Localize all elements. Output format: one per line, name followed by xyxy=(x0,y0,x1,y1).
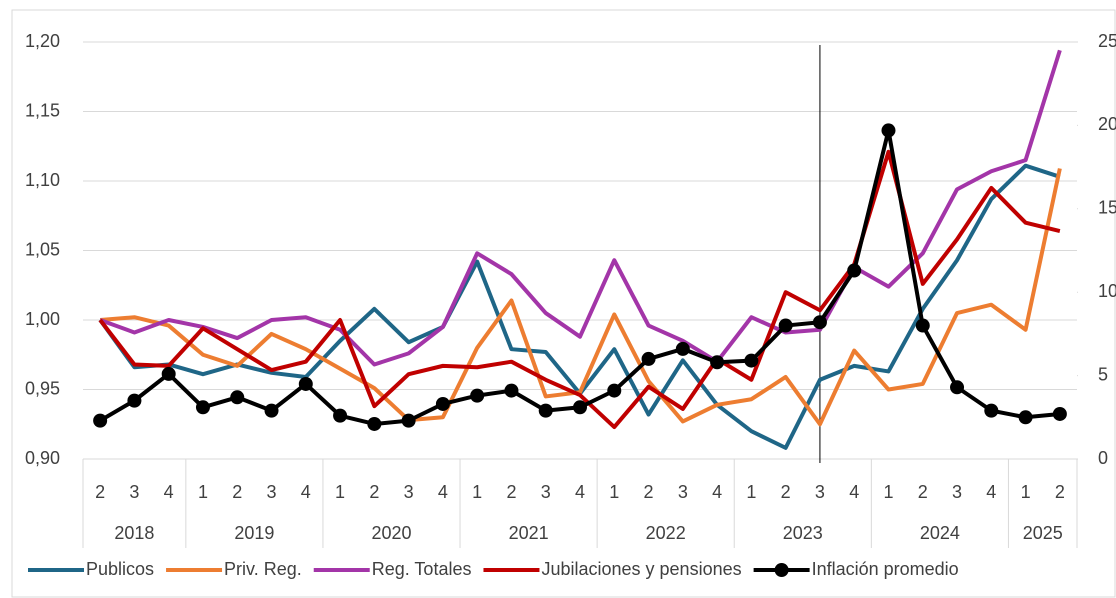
x-tick-label: 1 xyxy=(883,482,893,502)
x-tick-label: 2 xyxy=(781,482,791,502)
series-marker xyxy=(573,400,587,415)
legend-label: Publicos xyxy=(86,559,154,579)
x-tick-label: 2 xyxy=(95,482,105,502)
x-tick-label: 3 xyxy=(267,482,277,502)
series-marker xyxy=(915,318,930,333)
x-tick-label: 1 xyxy=(1021,482,1031,502)
series-marker xyxy=(1052,406,1067,421)
series-marker xyxy=(127,393,142,408)
series-marker xyxy=(538,403,553,418)
series-marker xyxy=(161,366,176,381)
x-group-label: 2023 xyxy=(783,523,823,543)
series-marker xyxy=(778,318,793,333)
series-marker xyxy=(881,123,896,138)
x-tick-label: 2 xyxy=(918,482,928,502)
x-tick-label: 4 xyxy=(986,482,996,502)
x-group-label: 2019 xyxy=(234,523,274,543)
series-marker xyxy=(607,383,622,398)
series-marker xyxy=(435,396,450,411)
series-marker xyxy=(812,315,827,330)
y-tick-label: 0,95 xyxy=(25,378,60,398)
y2-tick-label: 25 xyxy=(1098,31,1116,51)
x-tick-label: 3 xyxy=(815,482,825,502)
series-marker xyxy=(950,380,965,395)
series-marker xyxy=(470,388,485,403)
x-tick-label: 1 xyxy=(198,482,208,502)
series-marker xyxy=(93,413,108,428)
legend-label: Inflación promedio xyxy=(812,559,959,579)
x-tick-label: 2 xyxy=(506,482,516,502)
series-marker xyxy=(1018,410,1033,425)
y2-tick-label: 20 xyxy=(1098,114,1116,134)
series-marker xyxy=(675,341,690,356)
y-tick-label: 1,00 xyxy=(25,309,60,329)
series-marker xyxy=(744,353,759,368)
series-marker xyxy=(195,400,210,415)
x-tick-label: 3 xyxy=(678,482,688,502)
x-tick-label: 4 xyxy=(301,482,311,502)
series-marker xyxy=(641,351,656,366)
x-tick-label: 4 xyxy=(849,482,859,502)
x-tick-label: 1 xyxy=(746,482,756,502)
x-tick-label: 1 xyxy=(472,482,482,502)
x-group-label: 2018 xyxy=(114,523,154,543)
x-tick-label: 1 xyxy=(609,482,619,502)
x-tick-label: 2 xyxy=(369,482,379,502)
series-line xyxy=(99,49,1062,367)
x-group-label: 2022 xyxy=(646,523,686,543)
x-tick-label: 4 xyxy=(712,482,722,502)
series-marker xyxy=(401,413,416,428)
legend-label: Jubilaciones y pensiones xyxy=(541,559,741,579)
x-tick-label: 4 xyxy=(575,482,585,502)
x-tick-label: 2 xyxy=(644,482,654,502)
y2-tick-label: 0 xyxy=(1098,448,1108,468)
y-tick-label: 1,10 xyxy=(25,170,60,190)
series-marker xyxy=(333,408,348,423)
y2-tick-label: 10 xyxy=(1098,281,1116,301)
x-tick-label: 2 xyxy=(232,482,242,502)
x-tick-label: 3 xyxy=(129,482,139,502)
x-tick-label: 4 xyxy=(438,482,448,502)
x-tick-label: 1 xyxy=(335,482,345,502)
series-marker xyxy=(847,263,862,278)
x-tick-label: 3 xyxy=(952,482,962,502)
series-marker xyxy=(984,403,999,418)
series-marker xyxy=(367,416,382,431)
x-tick-label: 3 xyxy=(541,482,551,502)
series-marker xyxy=(264,403,279,418)
series-marker xyxy=(230,390,245,405)
y2-tick-label: 5 xyxy=(1098,364,1108,384)
series-line xyxy=(99,128,1061,426)
x-group-label: 2025 xyxy=(1023,523,1063,543)
y-tick-label: 1,15 xyxy=(25,100,60,120)
chart-frame xyxy=(11,9,1116,598)
x-group-label: 2020 xyxy=(371,523,411,543)
legend-marker xyxy=(774,563,789,577)
x-tick-label: 3 xyxy=(404,482,414,502)
x-tick-label: 2 xyxy=(1055,482,1065,502)
series-marker xyxy=(710,355,725,370)
x-group-label: 2024 xyxy=(920,523,960,543)
x-tick-label: 4 xyxy=(164,482,174,502)
y2-tick-label: 15 xyxy=(1098,198,1116,218)
legend-label: Reg. Totales xyxy=(372,559,472,579)
y-tick-label: 1,20 xyxy=(25,31,60,51)
y-tick-label: 1,05 xyxy=(25,239,60,259)
x-group-label: 2021 xyxy=(509,523,549,543)
series-marker xyxy=(504,383,519,398)
series-marker xyxy=(298,376,313,391)
y-tick-label: 0,90 xyxy=(25,448,60,468)
series-line xyxy=(99,168,1062,427)
legend-label: Priv. Reg. xyxy=(224,559,302,579)
